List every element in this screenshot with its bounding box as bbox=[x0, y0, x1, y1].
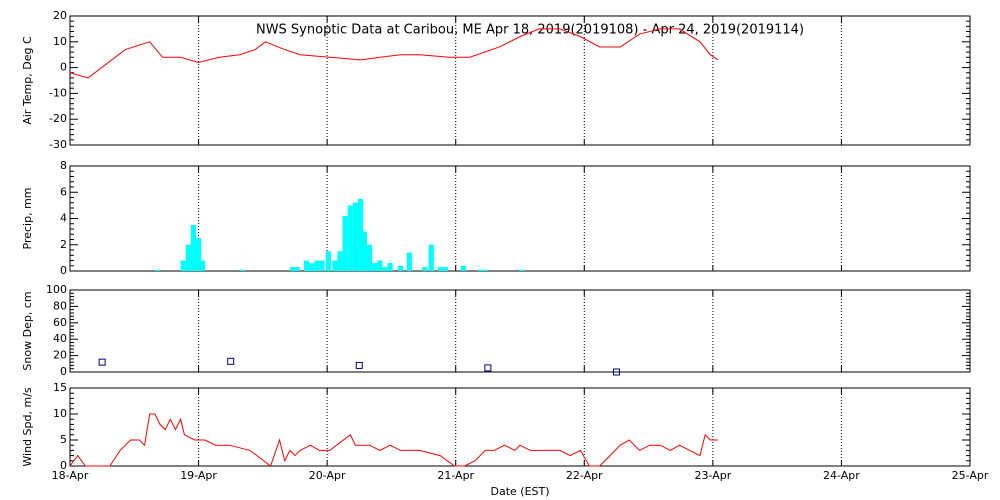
y-axis-label: Precip, mm bbox=[21, 188, 34, 250]
bar bbox=[325, 251, 331, 271]
plot-frame bbox=[69, 289, 971, 373]
y-tick-label: 6 bbox=[60, 185, 67, 198]
bar bbox=[309, 263, 315, 271]
y-tick-label: 40 bbox=[53, 332, 67, 345]
bar bbox=[361, 231, 367, 271]
bar bbox=[342, 215, 348, 271]
y-tick-label: 0 bbox=[60, 365, 67, 378]
data-line bbox=[69, 413, 718, 467]
bar bbox=[314, 260, 320, 271]
point bbox=[227, 357, 235, 365]
y-axis-label: Air Temp, Deg C bbox=[21, 36, 34, 125]
y-tick-label: 15 bbox=[53, 381, 67, 394]
y-tick-label: 5 bbox=[60, 433, 67, 446]
bar bbox=[185, 244, 191, 271]
bar bbox=[196, 238, 202, 271]
bar bbox=[180, 260, 186, 271]
x-tick-label: 18-Apr bbox=[52, 469, 89, 482]
y-tick-label: 10 bbox=[53, 35, 67, 48]
bar bbox=[190, 225, 196, 271]
y-tick-label: 60 bbox=[53, 316, 67, 329]
bar bbox=[442, 267, 448, 271]
x-tick-label: 25-Apr bbox=[952, 469, 989, 482]
bar bbox=[319, 260, 325, 271]
bar bbox=[406, 252, 412, 271]
bar bbox=[377, 260, 383, 271]
y-tick-label: 80 bbox=[53, 299, 67, 312]
x-tick-label: 24-Apr bbox=[823, 469, 860, 482]
bar bbox=[518, 269, 524, 271]
bar bbox=[239, 269, 245, 271]
bar bbox=[372, 263, 378, 271]
bar bbox=[347, 205, 353, 271]
y-tick-label: 100 bbox=[46, 283, 67, 296]
bar bbox=[428, 244, 434, 271]
bar bbox=[422, 267, 428, 271]
bar bbox=[352, 202, 358, 271]
y-tick-label: 0 bbox=[60, 264, 67, 277]
x-axis-label: Date (EST) bbox=[490, 485, 549, 498]
bar bbox=[295, 267, 301, 271]
bar bbox=[437, 267, 443, 271]
bar bbox=[154, 269, 160, 271]
point bbox=[612, 368, 620, 376]
x-tick-label: 22-Apr bbox=[566, 469, 603, 482]
bar bbox=[397, 265, 403, 271]
plot-frame bbox=[69, 15, 971, 146]
bar bbox=[199, 260, 205, 271]
y-tick-label: 0 bbox=[60, 61, 67, 74]
y-tick-label: 8 bbox=[60, 159, 67, 172]
x-tick-label: 21-Apr bbox=[437, 469, 474, 482]
bar bbox=[460, 265, 466, 271]
y-tick-label: 0 bbox=[60, 459, 67, 472]
chart-title: NWS Synoptic Data at Caribou, ME Apr 18,… bbox=[256, 23, 804, 38]
y-axis-label: Wind Spd, m/s bbox=[21, 387, 34, 467]
bar bbox=[337, 251, 343, 271]
bar bbox=[482, 269, 488, 271]
bar bbox=[367, 244, 373, 271]
y-tick-label: 10 bbox=[53, 407, 67, 420]
y-tick-label: 20 bbox=[53, 9, 67, 22]
y-tick-label: -20 bbox=[49, 112, 67, 125]
point bbox=[98, 358, 106, 366]
y-tick-label: 20 bbox=[53, 349, 67, 362]
y-axis-label: Snow Dep, cm bbox=[21, 291, 34, 370]
plot-frame bbox=[69, 387, 971, 467]
y-tick-label: 4 bbox=[60, 212, 67, 225]
point bbox=[484, 364, 492, 372]
x-tick-label: 20-Apr bbox=[309, 469, 346, 482]
bar bbox=[382, 267, 388, 271]
point bbox=[355, 361, 363, 369]
bar bbox=[304, 260, 310, 271]
bar bbox=[332, 260, 338, 271]
y-tick-label: -30 bbox=[49, 138, 67, 151]
x-tick-label: 23-Apr bbox=[694, 469, 731, 482]
bar bbox=[358, 198, 364, 271]
bar bbox=[477, 269, 483, 271]
x-tick-label: 19-Apr bbox=[180, 469, 217, 482]
bar bbox=[387, 263, 393, 271]
y-tick-label: -10 bbox=[49, 86, 67, 99]
data-line bbox=[69, 28, 719, 79]
y-tick-label: 2 bbox=[60, 238, 67, 251]
bar bbox=[289, 267, 295, 271]
